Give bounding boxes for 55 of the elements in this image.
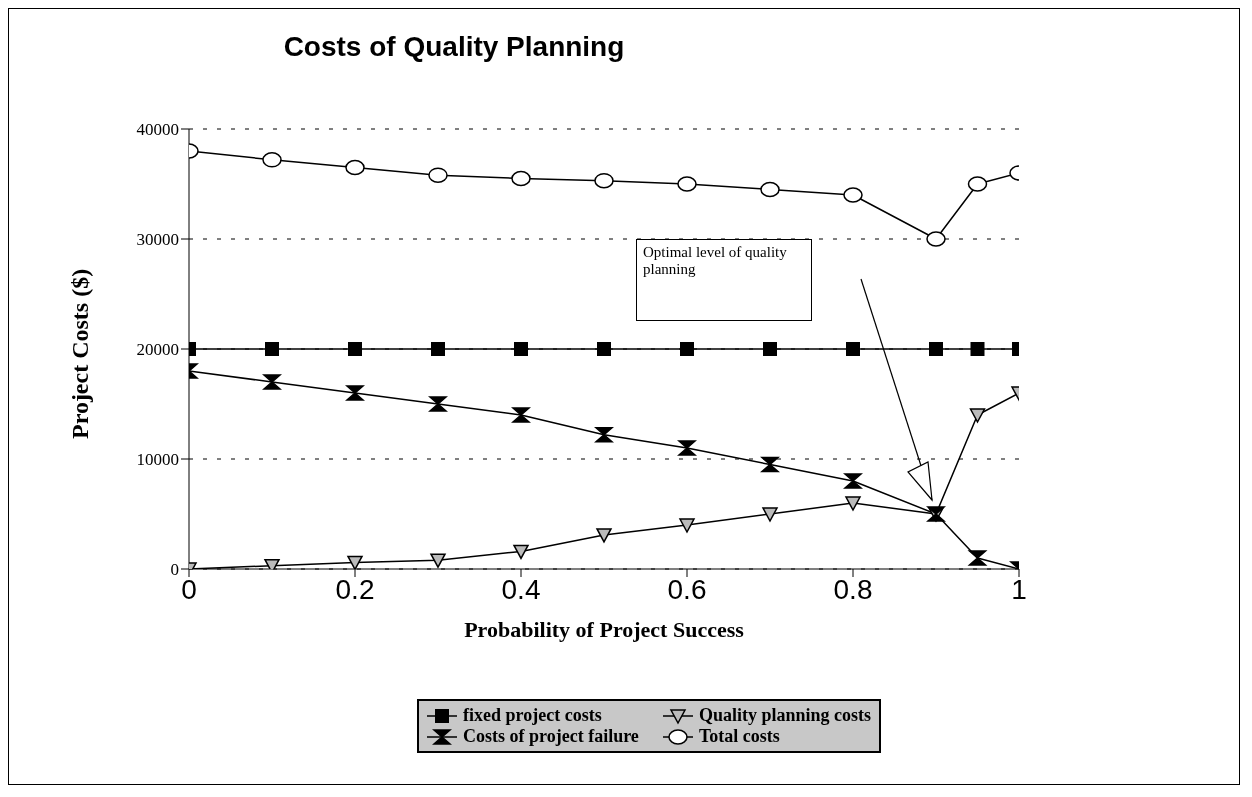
x-tick-label: 0.4 <box>501 573 541 605</box>
y-tick-label: 30000 <box>136 230 179 250</box>
y-tick-label: 0 <box>170 560 179 580</box>
x-tick-label: 0.2 <box>335 573 375 605</box>
chart-title: Costs of Quality Planning <box>282 31 626 63</box>
y-axis-title: Project Costs ($) <box>66 268 93 439</box>
point <box>262 152 282 168</box>
x-tick-label: 0.8 <box>833 573 873 605</box>
point <box>595 427 613 443</box>
legend-label: Total costs <box>698 726 780 747</box>
point <box>594 172 614 189</box>
point <box>845 496 861 511</box>
point <box>346 385 364 401</box>
point <box>844 473 862 489</box>
point <box>513 544 529 560</box>
x-tick-label: 1 <box>1011 573 1027 605</box>
point <box>511 170 531 187</box>
point <box>347 555 363 569</box>
point <box>596 528 612 543</box>
point <box>345 159 365 176</box>
point <box>263 374 281 390</box>
legend-label: Costs of project failure <box>463 726 639 747</box>
point <box>846 342 860 356</box>
point <box>926 231 946 247</box>
callout-box: Optimal level of quality planning <box>636 239 812 321</box>
point <box>265 342 279 356</box>
point <box>514 342 528 356</box>
legend-label: fixed project costs <box>463 705 602 726</box>
point <box>512 407 530 423</box>
point <box>968 550 987 566</box>
point <box>967 176 988 192</box>
y-tick-label: 40000 <box>136 120 179 140</box>
point <box>970 342 985 356</box>
point <box>969 408 986 423</box>
point <box>597 342 611 356</box>
point <box>763 342 777 356</box>
point <box>843 187 863 203</box>
legend-label: Quality planning costs <box>698 705 871 726</box>
y-tick-label: 10000 <box>136 450 179 470</box>
point <box>348 342 362 356</box>
point <box>929 342 943 356</box>
y-tick-label: 20000 <box>136 340 179 360</box>
point <box>430 553 446 568</box>
point <box>677 176 697 192</box>
x-axis-title: Probability of Project Success <box>464 617 745 642</box>
point <box>680 342 694 356</box>
point <box>429 396 447 412</box>
point <box>679 518 695 533</box>
point <box>431 342 445 356</box>
point <box>760 181 780 198</box>
point <box>678 440 696 456</box>
point <box>762 507 778 522</box>
x-tick-label: 0.6 <box>667 573 707 605</box>
point <box>428 167 448 183</box>
point <box>761 456 779 473</box>
